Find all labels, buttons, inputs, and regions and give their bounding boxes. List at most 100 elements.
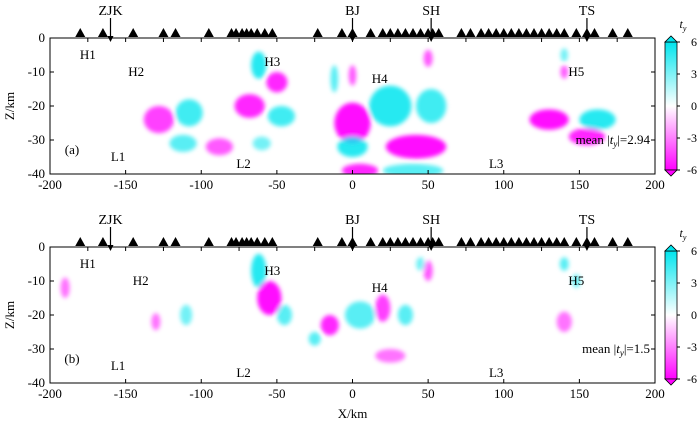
anomaly-blob (571, 274, 581, 288)
colorbar-title: ty (680, 226, 687, 242)
anomaly-blob (529, 109, 569, 130)
station-triangle (465, 237, 476, 246)
x-tick-label: 0 (349, 177, 356, 192)
station-triangle (170, 237, 181, 246)
anomaly-label: H2 (133, 273, 149, 288)
mean-label: mean |ty|=2.94 (576, 132, 651, 149)
y-tick-label: -40 (28, 375, 45, 390)
anomaly-blob (266, 72, 288, 93)
station-arrow-head (428, 36, 435, 42)
anomaly-blob (267, 106, 296, 127)
station-triangle (158, 28, 169, 37)
anomaly-blob (375, 294, 391, 322)
colorbar-tick-label: 6 (691, 35, 697, 49)
station-triangle (433, 28, 444, 37)
station-triangle (513, 28, 524, 37)
colorbar-tick-label: 3 (691, 276, 697, 290)
x-tick-label: -100 (189, 177, 213, 192)
station-triangle (622, 237, 633, 246)
station-label: ZJK (98, 4, 122, 19)
station-arrow-head (428, 245, 435, 251)
anomaly-blob (556, 311, 572, 332)
anomaly-blob (60, 277, 70, 298)
station-triangle (465, 28, 476, 37)
station-triangle (392, 28, 403, 37)
station-triangle (408, 237, 418, 246)
station-triangle (536, 237, 547, 246)
station-triangle (400, 237, 411, 246)
anomaly-blob (344, 301, 376, 329)
station-triangle (513, 237, 524, 246)
colorbar-tick-label: -6 (687, 372, 697, 386)
y-tick-label: -20 (28, 307, 45, 322)
stations (75, 237, 633, 246)
station-triangle (476, 28, 487, 37)
x-tick-label: 100 (494, 386, 514, 401)
colorbar-bottom-cap (664, 378, 678, 386)
station-triangle (483, 28, 494, 37)
anomaly-label: H3 (264, 54, 280, 69)
station-triangle (128, 28, 139, 37)
station-label: BJ (345, 4, 360, 19)
anomaly-blob (423, 49, 433, 67)
station-triangle (571, 28, 582, 37)
station-triangle (75, 237, 86, 246)
station-triangle (589, 28, 600, 37)
anomaly-blob (251, 51, 267, 79)
station-triangle (97, 28, 108, 37)
station-triangle (544, 237, 555, 246)
anomaly-blob (334, 102, 371, 144)
colorbar-top-cap (664, 35, 678, 43)
anomaly-blob (234, 94, 265, 118)
station-triangle (456, 237, 467, 246)
x-tick-label: 50 (422, 386, 435, 401)
anomaly-blob (559, 257, 569, 271)
y-tick-label: 0 (39, 239, 46, 254)
anomaly-blob (180, 304, 193, 326)
station-label: ZJK (98, 213, 122, 228)
station-label: TS (579, 213, 595, 228)
colorbar-tick-label: 0 (691, 99, 697, 113)
station-triangle (385, 28, 396, 37)
station-arrow-head (349, 245, 356, 251)
anomaly-label: H1 (80, 256, 96, 271)
station-triangle (529, 237, 539, 246)
station-triangle (498, 28, 509, 37)
anomaly-blob (382, 163, 444, 174)
panel-label: (a) (65, 142, 79, 157)
station-label: BJ (345, 213, 360, 228)
station-triangle (607, 237, 618, 246)
x-tick-label: 150 (570, 386, 590, 401)
station-triangle (456, 28, 467, 37)
y-tick-label: -10 (28, 273, 45, 288)
station-triangle (551, 28, 562, 37)
colorbar-tick-label: 0 (691, 308, 697, 322)
y-tick-label: 0 (39, 30, 46, 45)
anomaly-label: L1 (111, 149, 125, 164)
x-tick-label: -50 (268, 386, 285, 401)
anomaly-blob (560, 48, 569, 62)
colorbar-scale (664, 41, 678, 171)
anomaly-blob (252, 136, 271, 151)
x-tick-label: -150 (114, 177, 138, 192)
station-triangle (544, 28, 555, 37)
panel-b: -200 -150 -100 -50 0 50 100 150 2000-10-20-30-40… (2, 213, 697, 421)
station-triangle (392, 237, 403, 246)
colorbar-tick-label: 3 (691, 67, 697, 81)
station-triangle (483, 237, 494, 246)
station-triangle (506, 237, 517, 246)
anomaly-blob (257, 281, 282, 315)
x-tick-label: -200 (38, 386, 62, 401)
station-triangle (408, 28, 418, 37)
station-triangle (377, 28, 388, 37)
anomaly-blob (423, 260, 433, 281)
station-triangle (551, 237, 562, 246)
colorbar-bottom-cap (664, 169, 678, 177)
station-label: SH (422, 4, 440, 19)
stations (75, 28, 633, 37)
station-triangle (491, 237, 502, 246)
station-triangle (559, 237, 570, 246)
station-triangle (365, 237, 376, 246)
station-triangle (589, 237, 600, 246)
y-tick-label: -20 (28, 98, 45, 113)
